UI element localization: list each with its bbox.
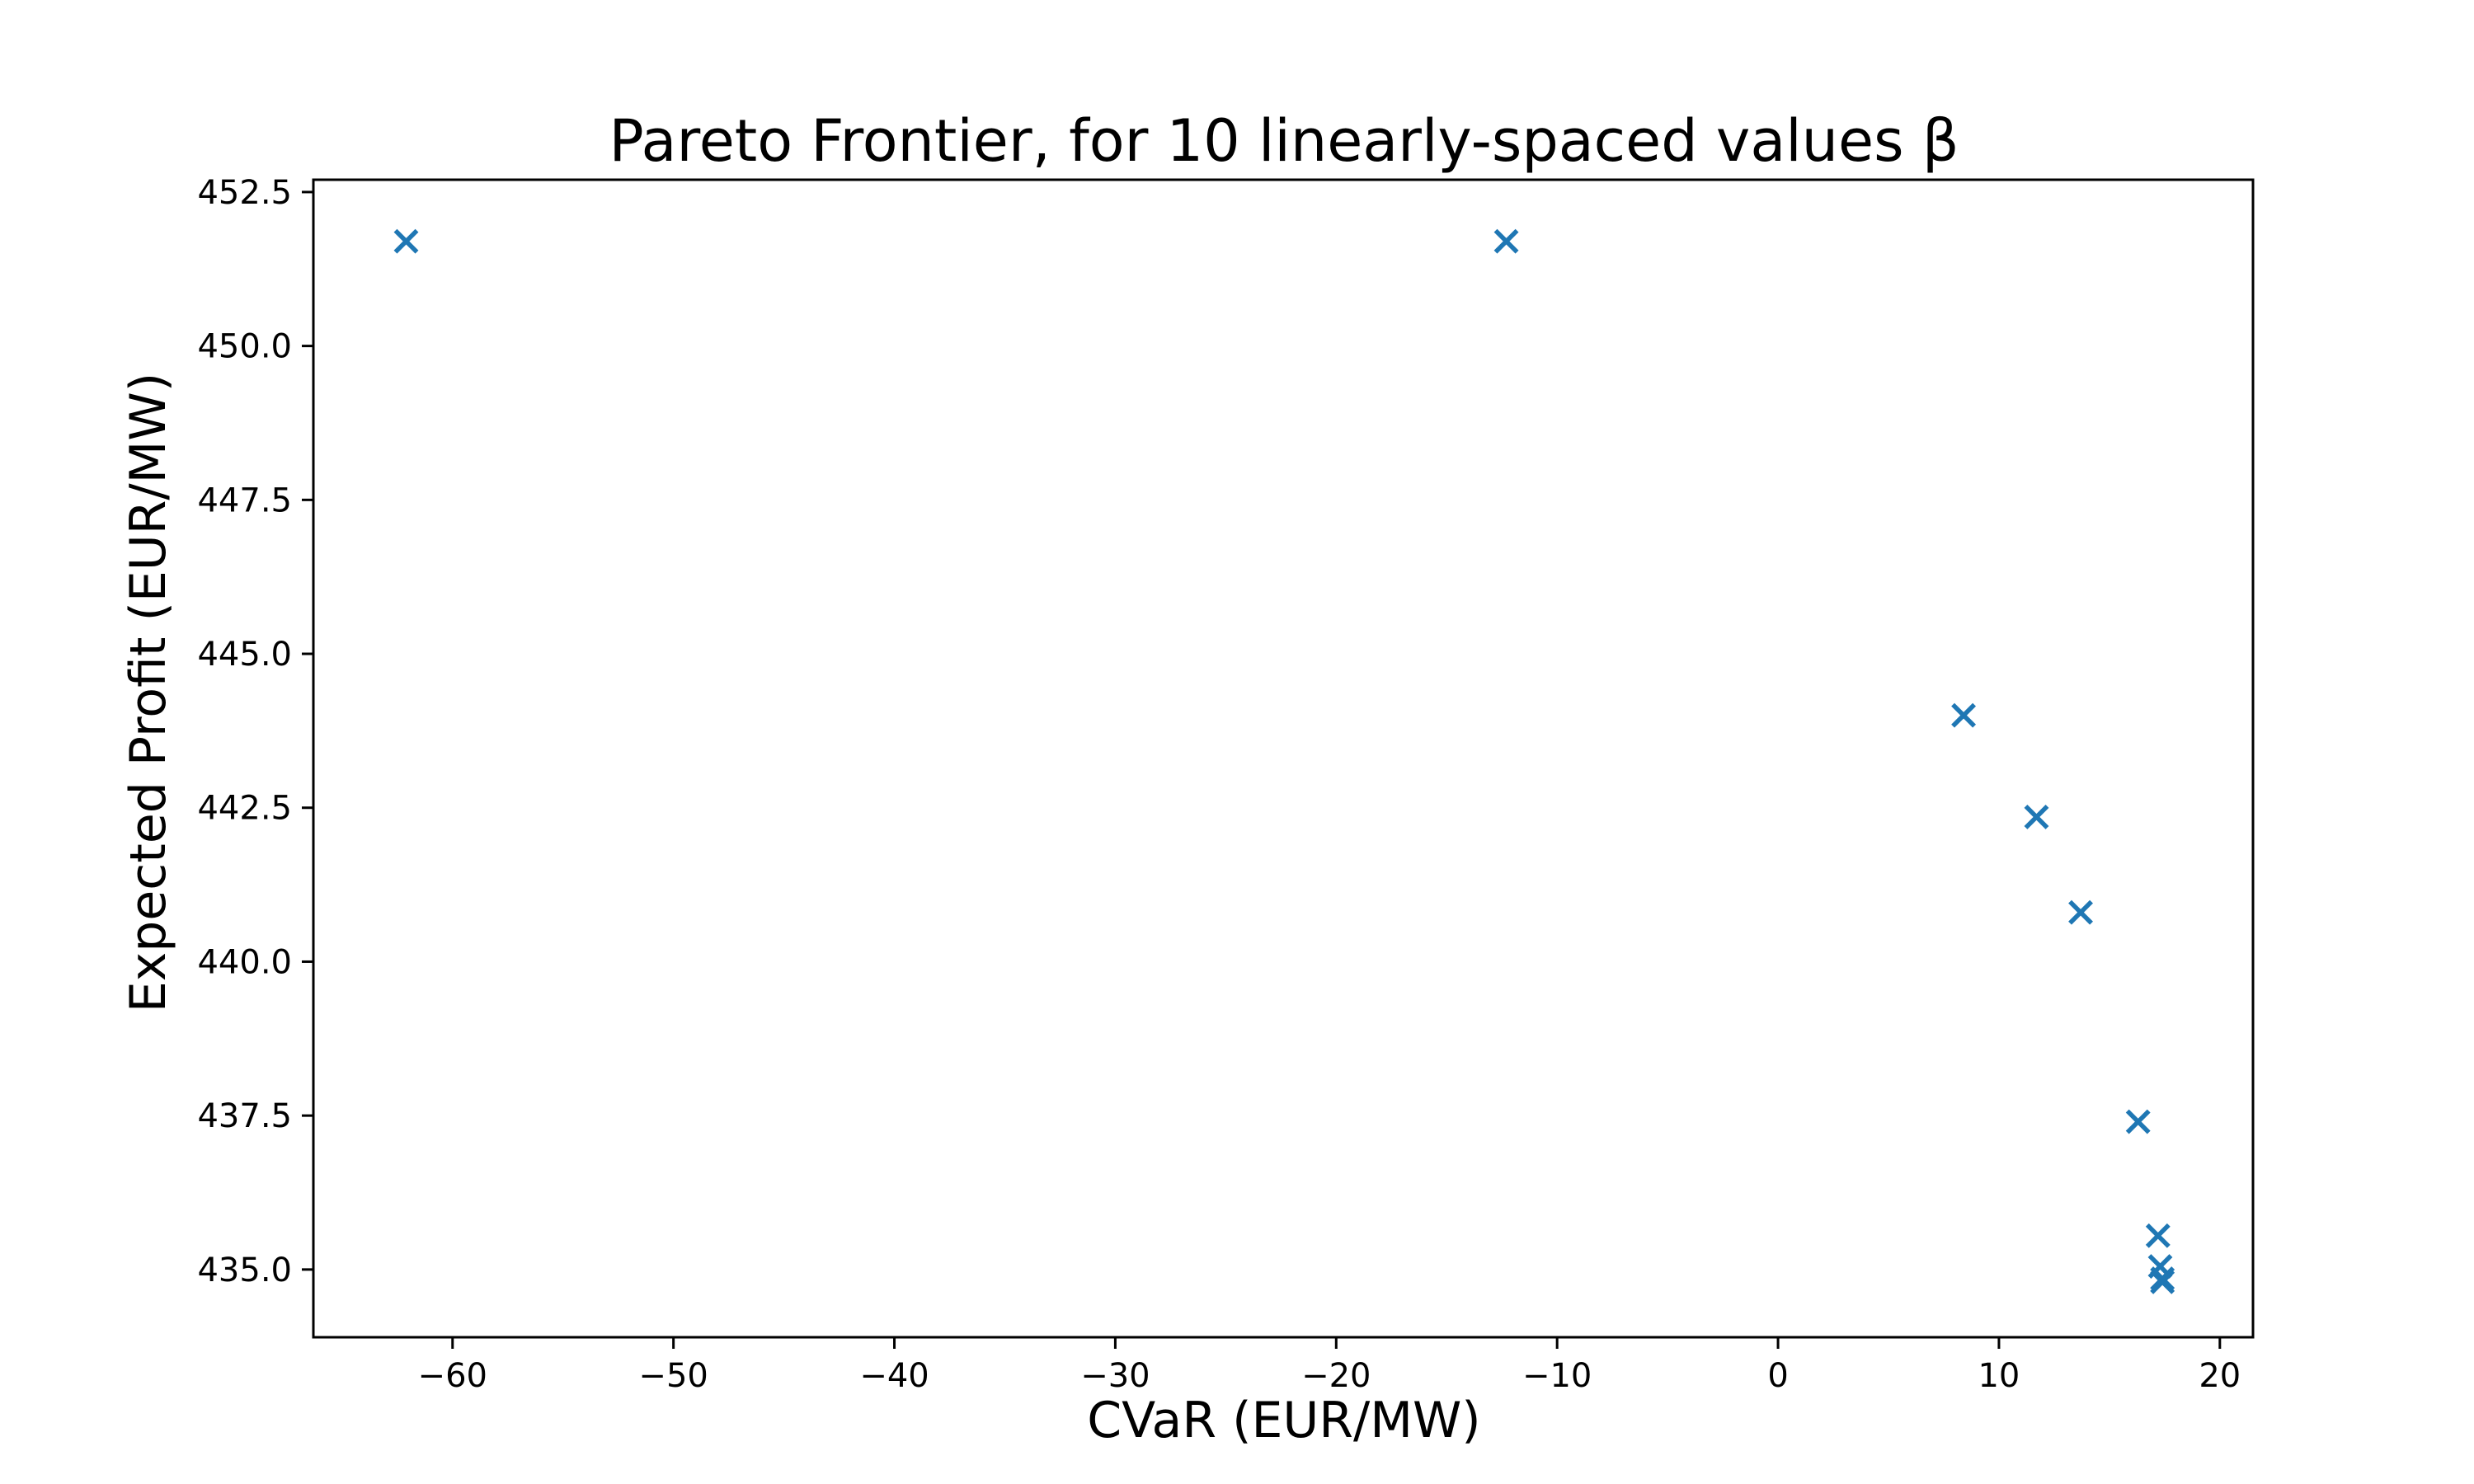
x-tick-label: −60 (418, 1357, 487, 1395)
y-tick-label: 450.0 (197, 328, 292, 366)
data-point-marker (2150, 1269, 2175, 1294)
x-tick-label: 20 (2199, 1357, 2241, 1395)
x-tick-label: 0 (1767, 1357, 1788, 1395)
x-tick-label: −30 (1080, 1357, 1150, 1395)
data-point-marker (2145, 1223, 2171, 1248)
data-point-marker (393, 228, 419, 254)
data-markers (393, 228, 2175, 1294)
x-tick-label: −50 (638, 1357, 708, 1395)
y-tick-label: 447.5 (197, 481, 292, 519)
x-axis-ticks: −60 −50 −40 −30 −20 −10 0 10 20 (418, 1337, 2241, 1395)
x-axis-label: CVaR (EUR/MW) (1087, 1392, 1480, 1449)
data-point-marker (2068, 899, 2093, 925)
y-tick-label: 445.0 (197, 636, 292, 674)
y-axis-label: Expected Profit (EUR/MW) (120, 373, 177, 1012)
data-point-marker (1493, 228, 1519, 254)
y-tick-label: 442.5 (197, 790, 292, 828)
x-tick-label: −20 (1301, 1357, 1371, 1395)
data-point-marker (1951, 702, 1977, 728)
x-tick-label: 10 (1978, 1357, 2020, 1395)
plot-area-frame (312, 178, 2255, 1339)
y-tick-label: 435.0 (197, 1252, 292, 1289)
y-axis-ticks: 435.0 437.5 440.0 442.5 445.0 447.5 450.0 452.5 (197, 174, 313, 1289)
data-point-marker (2125, 1109, 2151, 1134)
x-tick-label: −40 (859, 1357, 929, 1395)
y-tick-label: 440.0 (197, 943, 292, 981)
x-tick-label: −10 (1522, 1357, 1592, 1395)
chart-title: Pareto Frontier, for 10 linearly-spaced … (609, 107, 1959, 175)
y-tick-label: 437.5 (197, 1097, 292, 1135)
data-point-marker (2024, 805, 2049, 829)
y-tick-label: 452.5 (197, 174, 292, 212)
